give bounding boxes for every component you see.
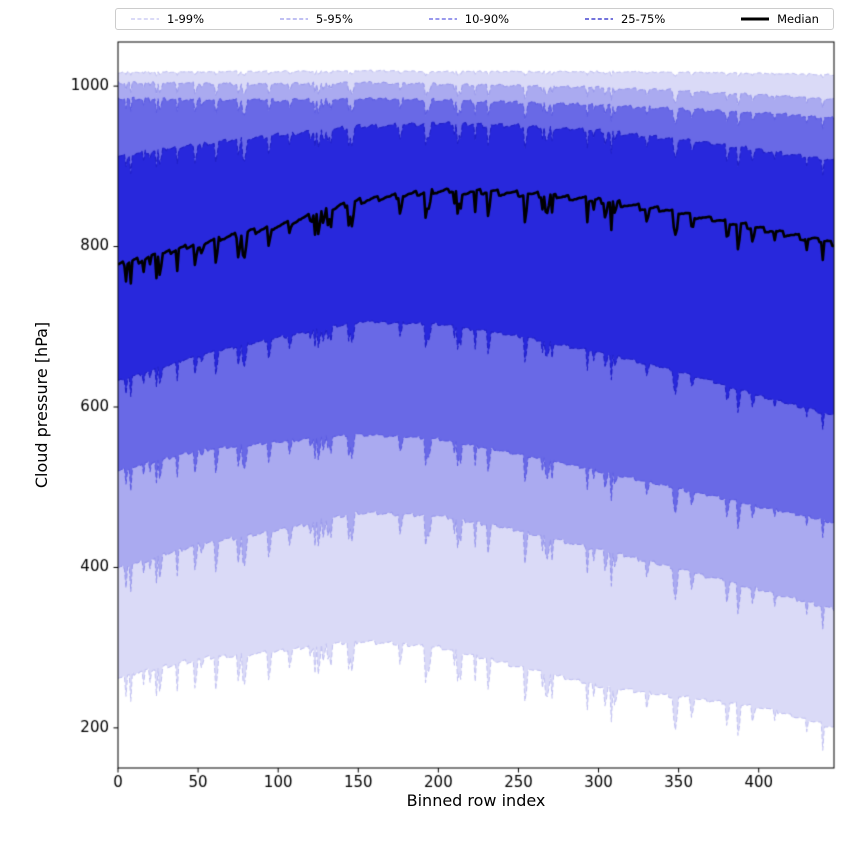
legend-item-5-95: 5-95% bbox=[279, 12, 353, 26]
legend-line-sample-icon bbox=[131, 18, 159, 20]
legend-label-10-90: 10-90% bbox=[464, 12, 510, 26]
legend: 1-99% 5-95% 10-90% 25-75% Median bbox=[115, 8, 834, 30]
legend-line-sample-icon bbox=[741, 17, 770, 21]
legend-line-sample-icon bbox=[584, 18, 613, 20]
legend-item-25-75: 25-75% bbox=[584, 12, 665, 26]
legend-item-median: Median bbox=[740, 12, 819, 26]
legend-label-1-99: 1-99% bbox=[167, 12, 205, 26]
y-axis-label: Cloud pressure [hPa] bbox=[32, 321, 51, 489]
legend-label-25-75: 25-75% bbox=[620, 12, 666, 26]
legend-line-sample-icon bbox=[279, 18, 308, 20]
legend-item-1-99: 1-99% bbox=[130, 12, 204, 26]
legend-label-5-95: 5-95% bbox=[315, 12, 353, 26]
legend-line-sample-icon bbox=[428, 18, 457, 20]
legend-item-10-90: 10-90% bbox=[428, 12, 509, 26]
legend-label-median: Median bbox=[777, 12, 819, 26]
x-axis-label: Binned row index bbox=[406, 791, 546, 810]
